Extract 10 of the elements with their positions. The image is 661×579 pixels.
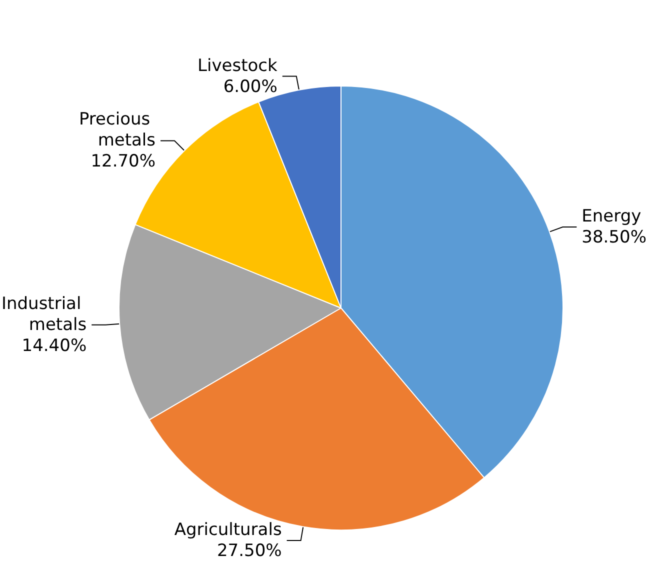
data-label: 12.70%: [90, 152, 156, 172]
data-label: 38.50%: [582, 228, 646, 248]
data-label: 14.40%: [22, 336, 87, 356]
data-label: 6.00%: [223, 76, 278, 97]
slice-label: Agriculturals: [174, 520, 282, 540]
slice-label: Livestock: [198, 56, 278, 76]
slice-label: Energy: [582, 206, 642, 227]
slice-label: Precious metals: [78, 110, 156, 151]
slice-label: Industrial metals: [1, 294, 87, 335]
data-label: 27.50%: [216, 541, 282, 562]
